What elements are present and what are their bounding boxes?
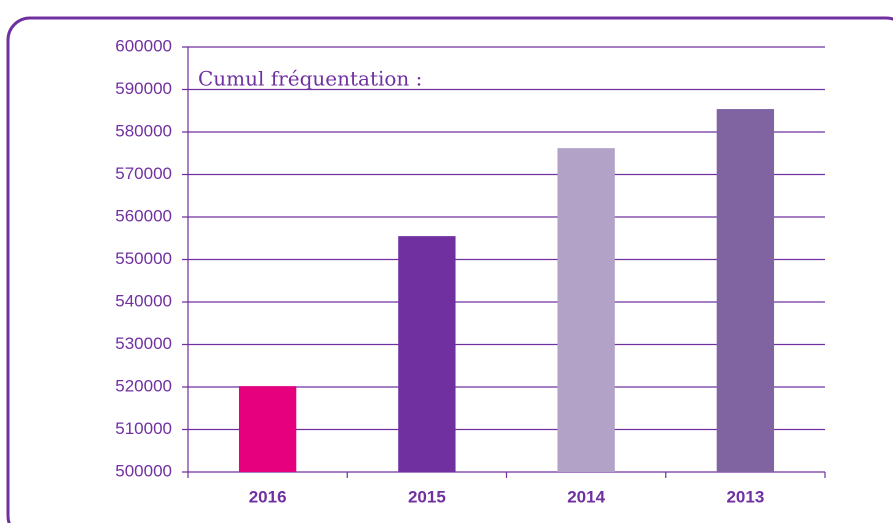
x-tick-label: 2013 [726, 487, 764, 506]
y-tick-label: 560000 [115, 206, 172, 225]
y-tick-label: 540000 [115, 291, 172, 310]
y-tick-label: 580000 [115, 121, 172, 140]
bar [716, 109, 775, 473]
y-tick-label: 550000 [115, 249, 172, 268]
bar [238, 386, 297, 472]
y-tick-label: 510000 [115, 419, 172, 438]
y-tick-label: 530000 [115, 334, 172, 353]
x-tick-label: 2014 [567, 487, 605, 506]
y-tick-label: 570000 [115, 164, 172, 183]
x-tick-label: 2016 [249, 487, 287, 506]
chart-title: Cumul fréquentation : [198, 67, 422, 91]
bar [557, 148, 615, 472]
y-tick-label: 590000 [115, 79, 172, 98]
y-tick-label: 520000 [115, 376, 172, 395]
y-tick-label: 500000 [115, 461, 172, 480]
x-tick-label: 2015 [408, 487, 446, 506]
y-tick-label: 600000 [115, 36, 172, 55]
bar [398, 236, 456, 472]
